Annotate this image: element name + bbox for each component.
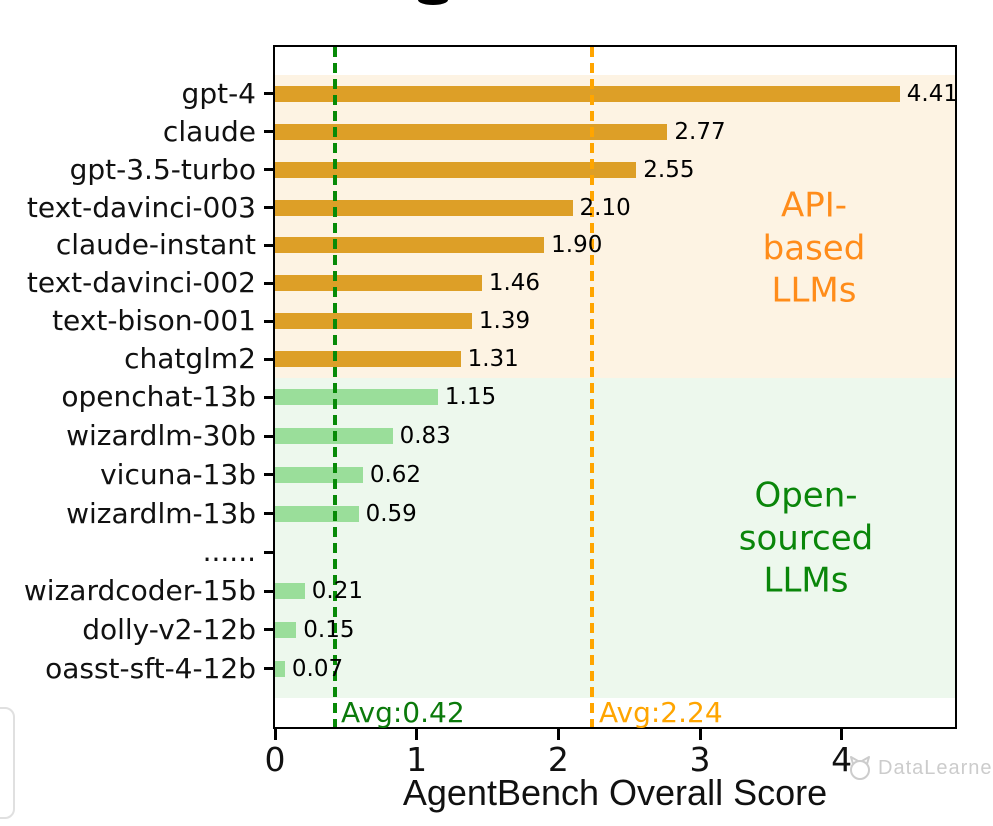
- bar: [275, 466, 363, 483]
- bar-value-label: 0.15: [303, 616, 355, 643]
- y-axis-tick: [264, 473, 273, 477]
- y-axis-label: wizardlm-30b: [66, 419, 256, 453]
- y-axis-tick: [264, 395, 273, 399]
- bar-value-label: 0.62: [369, 461, 422, 488]
- bar: [275, 389, 438, 406]
- y-axis-label: dolly-v2-12b: [82, 612, 256, 646]
- y-axis-tick: [264, 243, 273, 247]
- plot-area: API-based LLMs Open-sourced LLMs 4.41 2.7…: [273, 45, 958, 729]
- bar: [275, 505, 359, 522]
- bar: [275, 660, 285, 677]
- open-region-label: Open-sourced LLMs: [738, 475, 874, 601]
- x-axis-tick: [273, 729, 277, 740]
- y-axis-tick: [264, 130, 273, 134]
- bar: [275, 123, 668, 140]
- bar: [275, 161, 637, 178]
- plot-inner: API-based LLMs Open-sourced LLMs 4.41 2.7…: [275, 47, 958, 727]
- y-axis-tick: [264, 550, 273, 554]
- bar-value-label: 4.41: [906, 80, 958, 107]
- bar: [275, 85, 900, 102]
- avg-api-label: Avg:2.24: [599, 696, 723, 729]
- y-axis-tick: [264, 512, 273, 516]
- y-axis-label: claude: [162, 114, 256, 148]
- bar: [275, 621, 297, 638]
- y-axis-tick: [264, 281, 273, 285]
- x-axis-tick: [840, 729, 844, 740]
- bar-value-label: 2.10: [579, 194, 631, 221]
- y-axis-label: text-davinci-002: [26, 266, 256, 300]
- y-axis-tick: [264, 589, 273, 593]
- y-axis-tick: [264, 434, 273, 438]
- bar-value-label: 0.21: [311, 578, 363, 605]
- y-axis-tick: [264, 319, 273, 323]
- y-axis-label: oasst-sft-4-12b: [45, 651, 256, 685]
- x-axis-title: AgentBench Overall Score: [402, 772, 828, 813]
- y-axis-label: gpt-4: [181, 76, 256, 110]
- y-axis-label: chatglm2: [124, 342, 256, 376]
- avg-open-label: Avg:0.42: [341, 696, 465, 729]
- bar-value-label: 2.77: [674, 118, 726, 145]
- y-axis-label: vicuna-13b: [100, 457, 256, 491]
- y-axis-tick: [264, 206, 273, 210]
- y-axis-tick: [264, 168, 273, 172]
- x-axis-tick-label: 4: [831, 740, 853, 779]
- bar: [275, 199, 573, 216]
- bar-value-label: 1.39: [478, 308, 531, 335]
- y-axis-label: wizardlm-13b: [66, 496, 256, 530]
- x-axis-tick: [556, 729, 560, 740]
- bar: [275, 583, 305, 600]
- avg-open-dashed-line: [332, 47, 337, 727]
- watermark: DataLearner: [846, 754, 993, 782]
- y-axis-label: text-bison-001: [52, 304, 256, 338]
- x-axis-tick-label: 2: [547, 740, 569, 779]
- partial-floating-button[interactable]: [0, 707, 15, 819]
- bar: [275, 351, 461, 368]
- watermark-text: DataLearner: [878, 756, 993, 779]
- bar-value-label: 0.07: [291, 655, 344, 682]
- x-axis-tick: [415, 729, 419, 740]
- bar-value-label: 0.83: [399, 423, 451, 450]
- x-axis-tick-label: 3: [689, 740, 711, 779]
- y-axis-tick: [264, 628, 273, 632]
- bar: [275, 237, 545, 254]
- y-axis-tick: [264, 357, 273, 361]
- x-axis-tick: [698, 729, 702, 740]
- y-axis-tick: [264, 667, 273, 671]
- y-axis-label: gpt-3.5-turbo: [69, 152, 256, 186]
- watermark-cat-logo-icon: [850, 756, 870, 780]
- y-axis-label: claude-instant: [55, 228, 256, 262]
- y-axis-label: openchat-13b: [61, 380, 256, 414]
- bar-value-label: 1.46: [488, 270, 541, 297]
- y-axis-label: ......: [202, 535, 256, 569]
- bar: [275, 313, 472, 330]
- y-axis-label: wizardcoder-15b: [23, 574, 256, 608]
- y-axis-tick: [264, 92, 273, 96]
- bar-value-label: 0.59: [365, 500, 417, 527]
- bar-value-label: 1.15: [444, 384, 497, 411]
- api-region-label: API-based LLMs: [762, 185, 866, 311]
- avg-api-dashed-line: [590, 47, 595, 727]
- cropped-title-glyph: [418, 0, 448, 5]
- bar-value-label: 2.55: [643, 156, 695, 183]
- bar: [275, 275, 482, 292]
- x-axis-tick-label: 0: [264, 740, 286, 779]
- bar-value-label: 1.31: [467, 346, 519, 373]
- x-axis-tick-label: 1: [406, 740, 428, 779]
- y-axis-label: text-davinci-003: [26, 190, 256, 224]
- bar-value-label: 1.90: [551, 232, 603, 259]
